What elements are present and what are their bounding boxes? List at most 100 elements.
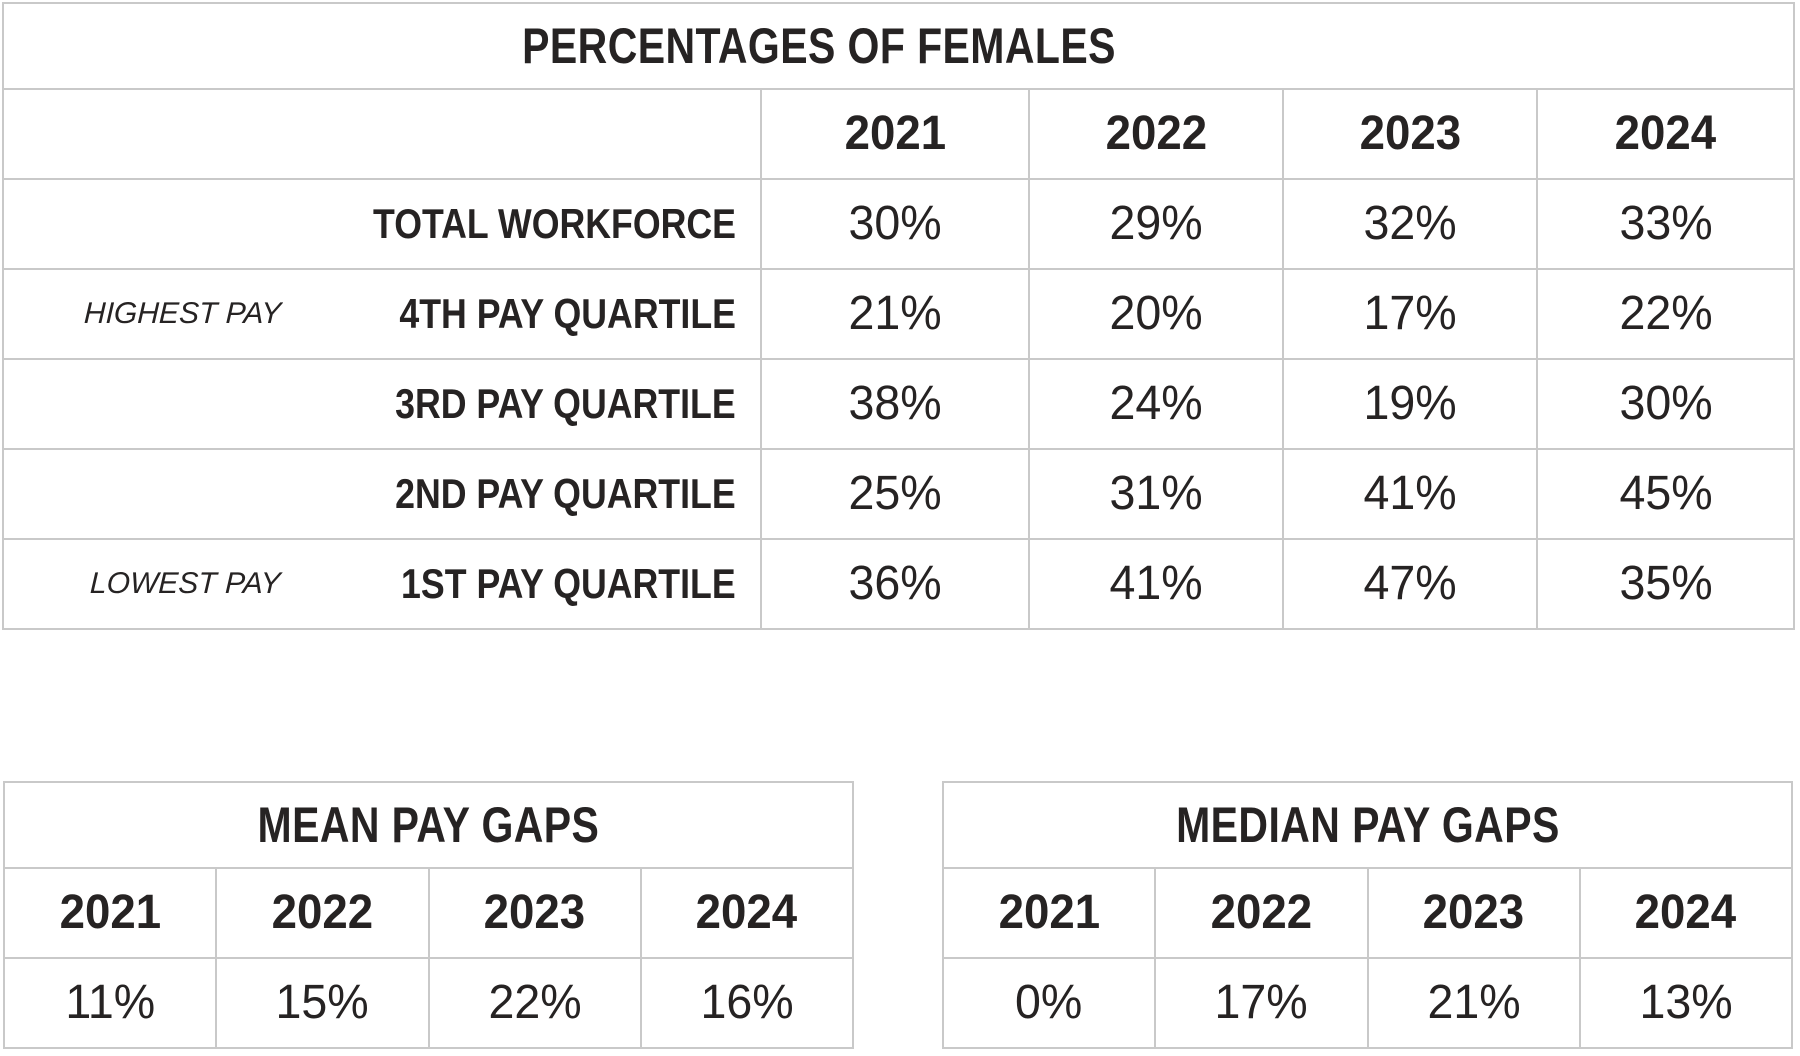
value-2022: 41% (1109, 557, 1203, 610)
value-cell: 11% (2, 957, 218, 1049)
value-2023: 19% (1363, 377, 1457, 430)
value-cell: 22% (427, 957, 642, 1049)
year-header-cell-2021: 2021 (941, 867, 1157, 959)
value-2024: 30% (1618, 377, 1713, 430)
median-pay-gaps-table: MEDIAN PAY GAPS 2021 2022 2023 2024 0% 1… (941, 781, 1794, 1049)
mean-table-title: MEAN PAY GAPS (257, 797, 600, 853)
median-table-title-row: MEDIAN PAY GAPS (942, 781, 1793, 869)
value-2021: 38% (848, 377, 942, 430)
year-header-2023: 2023 (1359, 107, 1461, 160)
value-2022: 24% (1109, 377, 1203, 430)
mean-gap-2021: 11% (65, 976, 155, 1029)
main-table-title: PERCENTAGES OF FEMALES (521, 18, 1116, 74)
value-cell: 29% (1028, 178, 1284, 270)
value-cell: 21% (1366, 957, 1581, 1049)
mean-table-values-row: 11% 15% 22% 16% (2, 957, 855, 1049)
value-cell: 13% (1578, 957, 1794, 1049)
row-label-cell: 4TH PAY QUARTILE (283, 268, 762, 360)
value-cell: 24% (1028, 358, 1284, 450)
year-header-2023: 2023 (1422, 886, 1525, 939)
year-header-2021: 2021 (59, 886, 161, 939)
year-header-cell-2024: 2024 (1535, 88, 1796, 180)
row-label: 4TH PAY QUARTILE (399, 290, 736, 337)
table-row-4th-quartile: HIGHEST PAY 4TH PAY QUARTILE 21% 20% 17%… (2, 268, 1796, 360)
value-2024: 33% (1618, 197, 1713, 250)
median-gap-2022: 17% (1214, 976, 1308, 1029)
value-2024: 45% (1618, 467, 1713, 520)
annotation-cell: LOWEST PAY (2, 538, 283, 630)
row-label: 1ST PAY QUARTILE (401, 560, 736, 607)
median-table-values-row: 0% 17% 21% 13% (941, 957, 1794, 1049)
value-cell: 19% (1282, 358, 1538, 450)
value-cell: 32% (1282, 178, 1538, 270)
value-2024: 22% (1618, 287, 1713, 340)
value-cell: 15% (215, 957, 430, 1049)
mean-table-title-row: MEAN PAY GAPS (3, 781, 854, 869)
value-cell: 0% (941, 957, 1157, 1049)
row-label-cell: TOTAL WORKFORCE (283, 178, 762, 270)
row-label-cell: 3RD PAY QUARTILE (283, 358, 762, 450)
median-table-header-row: 2021 2022 2023 2024 (941, 867, 1794, 959)
table-row-total-workforce: TOTAL WORKFORCE 30% 29% 32% 33% (2, 178, 1796, 270)
percentages-of-females-table: PERCENTAGES OF FEMALES 2021 2022 2023 20… (1, 2, 1796, 630)
table-row-2nd-quartile: 2ND PAY QUARTILE 25% 31% 41% 45% (2, 448, 1796, 540)
value-2023: 32% (1363, 197, 1457, 250)
value-2023: 17% (1363, 287, 1457, 340)
pay-level-annotation: LOWEST PAY (89, 567, 282, 600)
main-table-title-row: PERCENTAGES OF FEMALES (1, 2, 1796, 90)
value-cell: 45% (1535, 448, 1796, 540)
annotation-cell (2, 178, 283, 270)
value-2023: 41% (1363, 467, 1457, 520)
value-cell: 41% (1028, 538, 1284, 630)
year-header-cell-2023: 2023 (1366, 867, 1581, 959)
value-cell: 20% (1028, 268, 1284, 360)
value-cell: 41% (1282, 448, 1538, 540)
value-2024: 35% (1618, 557, 1713, 610)
value-cell: 17% (1154, 957, 1369, 1049)
value-cell: 22% (1535, 268, 1796, 360)
year-header-cell-2024: 2024 (639, 867, 855, 959)
value-2021: 30% (848, 197, 942, 250)
row-label-cell: 2ND PAY QUARTILE (283, 448, 762, 540)
value-2022: 31% (1109, 467, 1203, 520)
median-table-title: MEDIAN PAY GAPS (1175, 797, 1560, 853)
value-2021: 36% (848, 557, 942, 610)
value-cell: 36% (760, 538, 1030, 630)
year-header-2024: 2024 (696, 886, 798, 939)
annotation-cell (2, 448, 283, 540)
value-cell: 35% (1535, 538, 1796, 630)
value-2023: 47% (1363, 557, 1457, 610)
mean-table-header-row: 2021 2022 2023 2024 (2, 867, 855, 959)
row-label: TOTAL WORKFORCE (373, 200, 736, 247)
year-header-2022: 2022 (1210, 886, 1313, 939)
table-row-1st-quartile: LOWEST PAY 1ST PAY QUARTILE 36% 41% 47% … (2, 538, 1796, 630)
year-header-2022: 2022 (271, 886, 374, 939)
row-label: 2ND PAY QUARTILE (395, 470, 736, 517)
year-header-cell-2021: 2021 (760, 88, 1030, 180)
year-header-2021: 2021 (844, 107, 946, 160)
value-cell: 30% (1535, 358, 1796, 450)
median-gap-2023: 21% (1427, 976, 1521, 1029)
pay-level-annotation: HIGHEST PAY (83, 297, 282, 330)
row-label: 3RD PAY QUARTILE (395, 380, 736, 427)
mean-table-title-cell: MEAN PAY GAPS (3, 781, 854, 869)
value-cell: 47% (1282, 538, 1538, 630)
value-2022: 29% (1109, 197, 1203, 250)
value-2022: 20% (1109, 287, 1203, 340)
value-cell: 30% (760, 178, 1030, 270)
year-header-2024: 2024 (1614, 107, 1717, 160)
value-cell: 31% (1028, 448, 1284, 540)
year-header-2024: 2024 (1635, 886, 1737, 939)
year-header-cell-2024: 2024 (1578, 867, 1794, 959)
median-gap-2024: 13% (1639, 976, 1733, 1029)
year-header-2022: 2022 (1105, 107, 1207, 160)
row-label-cell: 1ST PAY QUARTILE (283, 538, 762, 630)
mean-gap-2022: 15% (275, 976, 369, 1029)
annotation-cell (2, 358, 283, 450)
annotation-cell: HIGHEST PAY (2, 268, 283, 360)
value-cell: 25% (760, 448, 1030, 540)
main-table-header-row: 2021 2022 2023 2024 (2, 88, 1796, 180)
median-table-title-cell: MEDIAN PAY GAPS (942, 781, 1793, 869)
table-row-3rd-quartile: 3RD PAY QUARTILE 38% 24% 19% 30% (2, 358, 1796, 450)
mean-pay-gaps-table: MEAN PAY GAPS 2021 2022 2023 2024 11% 15… (2, 781, 855, 1049)
